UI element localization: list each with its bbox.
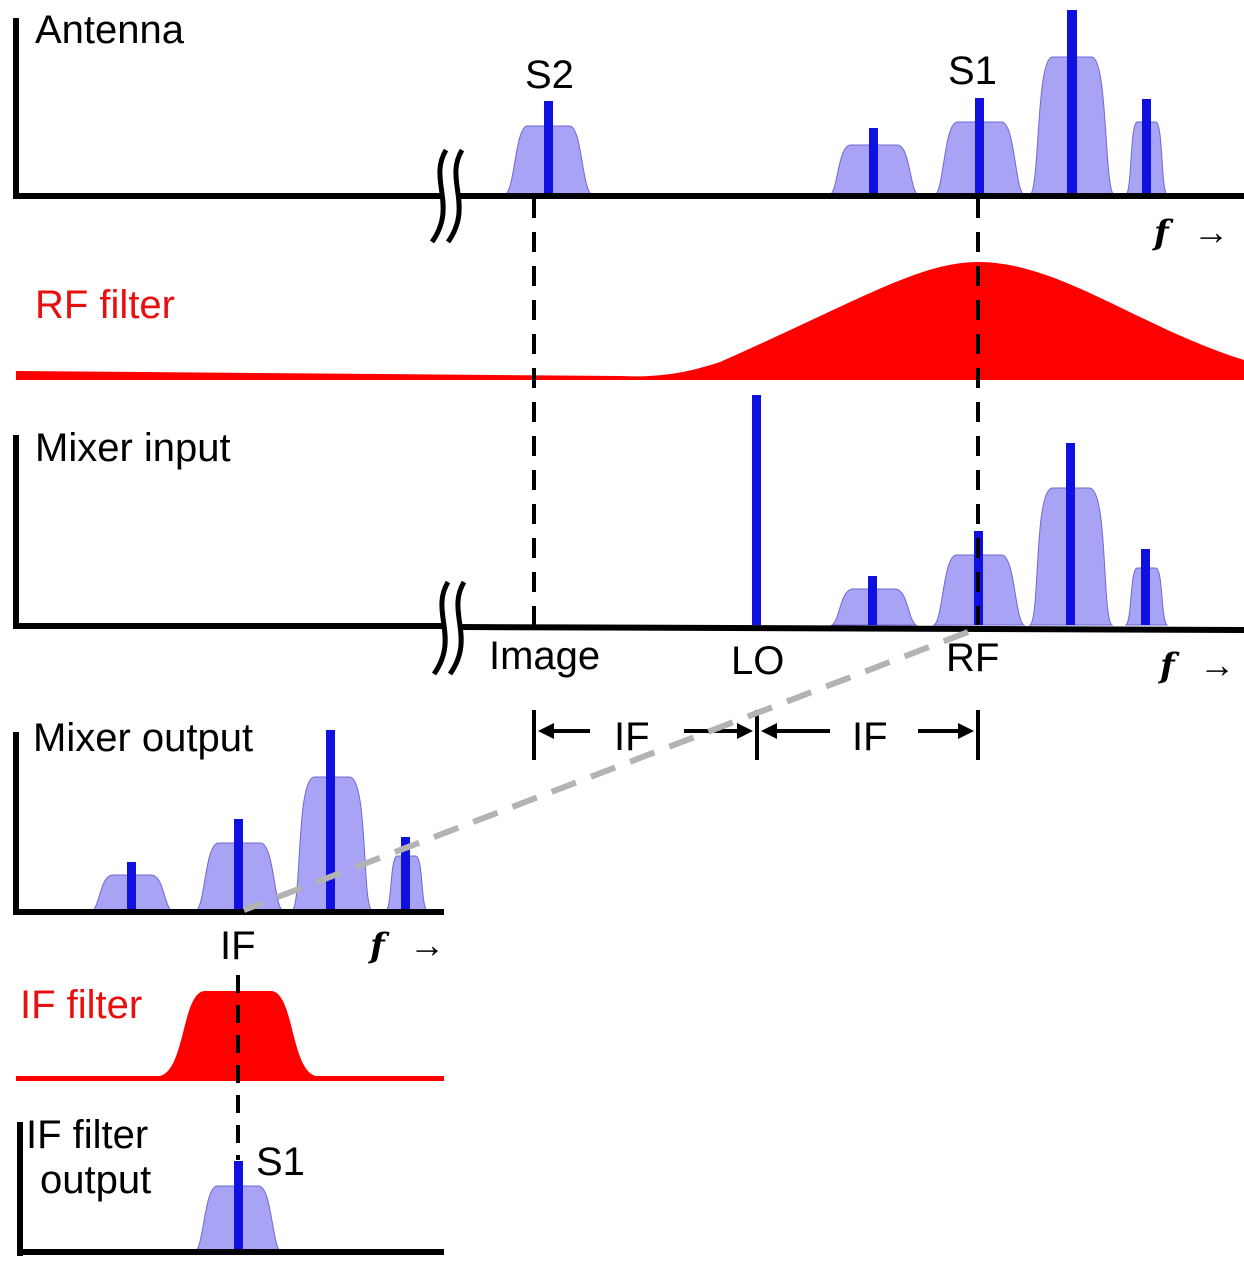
antenna-carrier-a — [869, 128, 878, 195]
signal-label-s2: S2 — [525, 53, 574, 97]
mixer-output-panel: Mixer output IF f → — [13, 716, 445, 968]
rf-filter-panel: RF filter — [16, 262, 1244, 380]
if-output-carrier-s1 — [234, 1161, 243, 1252]
if-filter-label: IF filter — [20, 983, 142, 1027]
signal-label-s1: S1 — [948, 49, 997, 93]
rf-to-if-projection-dashed — [242, 629, 970, 913]
if-output-label-line2: output — [40, 1158, 151, 1202]
if-span-right-label: IF — [852, 715, 888, 759]
mixer-input-axis-break-icon — [431, 580, 467, 676]
signal-label-s1-output: S1 — [256, 1140, 305, 1184]
mixer-output-carrier-s1 — [234, 819, 243, 911]
antenna-carrier-s2 — [544, 101, 553, 195]
marker-rf-label: RF — [946, 636, 999, 680]
if-filter-shape — [16, 991, 444, 1081]
mixer-output-freq-symbol: f — [368, 926, 390, 966]
antenna-carrier-c — [1142, 99, 1151, 195]
mixer-output-label: Mixer output — [33, 716, 253, 760]
antenna-panel: Antenna S2 S1 f → — [13, 8, 1244, 253]
marker-lo-label: LO — [731, 639, 784, 683]
mixer-output-freq-arrow-icon: → — [409, 924, 445, 965]
if-span-right-arrowhead-r-icon — [958, 723, 974, 739]
if-filter-panel: IF filter — [16, 983, 444, 1081]
mixer-input-carrier-b — [1066, 443, 1075, 625]
if-span-right-arrowhead-l-icon — [761, 723, 777, 739]
antenna-axis-gap — [442, 188, 458, 204]
mixer-output-carrier-b — [326, 730, 335, 911]
marker-image-label: Image — [489, 634, 600, 678]
mixer-output-carrier-a — [127, 862, 136, 911]
mixer-input-panel: Mixer input Image LO RF f → — [13, 395, 1244, 686]
antenna-carrier-b — [1067, 10, 1077, 195]
antenna-axis-break-icon — [429, 148, 465, 244]
mixer-input-freq-arrow-icon: → — [1199, 644, 1235, 685]
mixer-output-carrier-c — [401, 837, 410, 911]
mixer-input-label: Mixer input — [35, 426, 231, 470]
antenna-carrier-s1 — [975, 98, 984, 195]
mixer-input-lo-carrier — [752, 395, 761, 625]
if-output-label-line1: IF filter — [26, 1113, 148, 1157]
rf-filter-shape — [16, 262, 1244, 380]
if-span-annotation: IF IF — [532, 710, 980, 760]
if-filter-output-panel: IF filter output S1 — [17, 1113, 444, 1256]
if-span-left-label: IF — [614, 715, 650, 759]
mixer-input-carrier-a — [868, 576, 877, 625]
mixer-input-freq-symbol: f — [1158, 646, 1180, 686]
antenna-freq-symbol: f — [1152, 213, 1174, 253]
mixer-input-carrier-c — [1141, 549, 1150, 625]
mixer-input-x-axis-right — [457, 624, 1244, 633]
if-span-left-arrowhead-r-icon — [737, 723, 753, 739]
if-span-left-arrowhead-l-icon — [538, 723, 554, 739]
antenna-freq-arrow-icon: → — [1193, 211, 1229, 252]
antenna-label: Antenna — [35, 8, 185, 52]
marker-if-label: IF — [220, 924, 256, 968]
rf-filter-label: RF filter — [35, 283, 175, 327]
